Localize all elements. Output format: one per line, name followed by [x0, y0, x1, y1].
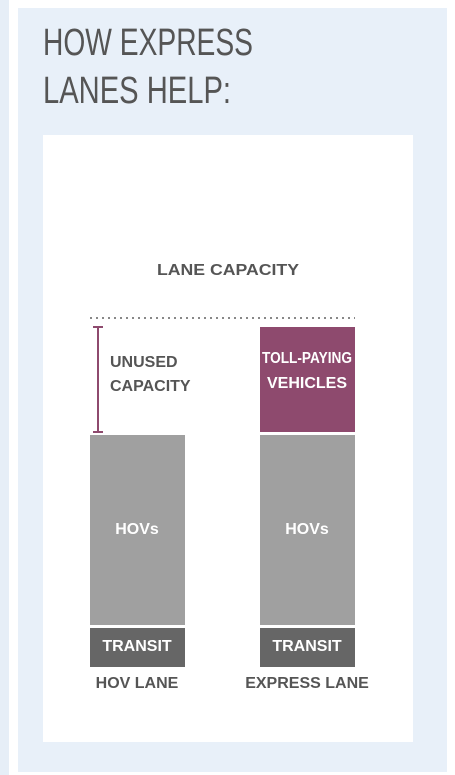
toll-block [260, 327, 355, 432]
segment-label: VEHICLES [267, 375, 347, 392]
segment-label: TRANSIT [102, 638, 172, 655]
segment-label: HOVs [285, 521, 329, 538]
title-line: HOW EXPRESS [43, 22, 253, 64]
transit-block [260, 628, 355, 667]
title-line: LANES HELP: [43, 70, 231, 112]
segment-label: TOLL-PAYING [262, 350, 352, 367]
segment-label: TRANSIT [272, 638, 342, 655]
side-strip [0, 0, 9, 775]
heading: LANE CAPACITY [157, 262, 299, 279]
transit-block [90, 628, 185, 667]
hov-block [90, 435, 185, 625]
lane-label: HOV LANE [96, 675, 179, 692]
segment-label: HOVs [115, 521, 159, 538]
bracket [93, 326, 103, 433]
lane-label: EXPRESS LANE [245, 675, 369, 692]
unused-label: CAPACITY [110, 378, 191, 395]
hov-block [260, 435, 355, 625]
unused-label: UNUSED [110, 354, 178, 371]
